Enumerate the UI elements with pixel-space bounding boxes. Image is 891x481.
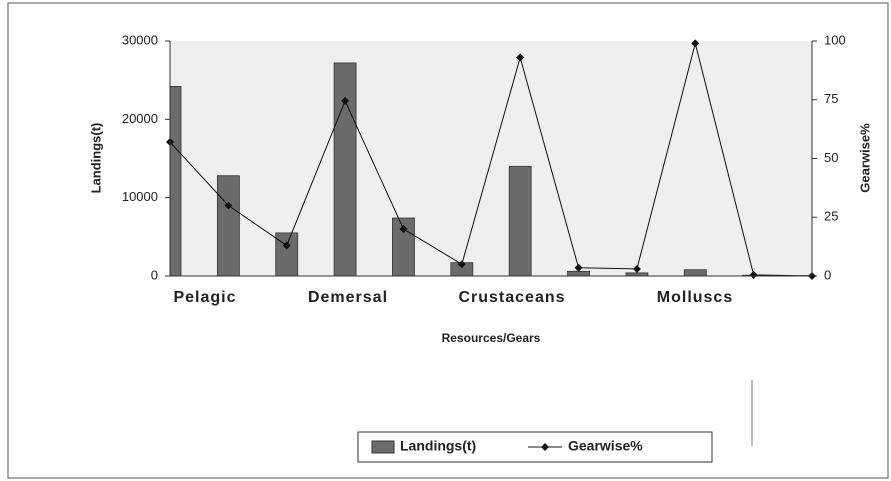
bar xyxy=(216,175,240,276)
marker xyxy=(282,241,291,250)
bar xyxy=(275,232,299,276)
y2-tick-label: 50 xyxy=(824,150,838,165)
y-axis-title: Landings(t) xyxy=(88,123,103,194)
legend-swatch xyxy=(371,440,395,454)
marker xyxy=(632,264,641,273)
legend-label: Landings(t) xyxy=(400,438,476,454)
bar xyxy=(683,269,707,276)
x-axis-title: Resources/Gears xyxy=(442,331,541,345)
y2-axis-title: Gearwise% xyxy=(857,123,872,193)
line xyxy=(169,43,813,277)
marker xyxy=(341,96,350,105)
marker xyxy=(399,225,408,233)
bar xyxy=(333,62,357,276)
y2-tick-label: 0 xyxy=(824,267,831,282)
group-label: Molluscs xyxy=(657,289,733,306)
group-label: Crustaceans xyxy=(458,289,565,306)
y2-tick-label: 25 xyxy=(824,209,838,224)
legend-marker xyxy=(541,443,549,451)
group-label: Demersal xyxy=(308,289,388,306)
y2-tick-label: 100 xyxy=(824,32,846,47)
plot-area xyxy=(170,41,812,276)
bar xyxy=(567,270,590,276)
bar xyxy=(170,86,182,276)
bars xyxy=(170,62,812,276)
group-label: Pelagic xyxy=(173,289,236,306)
legend-label: Gearwise% xyxy=(568,438,643,454)
marker xyxy=(516,53,525,62)
bar xyxy=(508,165,532,276)
marker xyxy=(224,201,233,210)
y2-tick-label: 75 xyxy=(824,91,838,106)
y-tick-label: 20000 xyxy=(122,111,158,126)
marker xyxy=(691,39,700,48)
marker xyxy=(749,270,758,279)
y-tick-label: 0 xyxy=(151,267,158,282)
marker xyxy=(457,260,466,269)
y-tick-label: 30000 xyxy=(122,32,158,47)
marker xyxy=(574,263,583,272)
y-tick-label: 10000 xyxy=(122,189,158,204)
